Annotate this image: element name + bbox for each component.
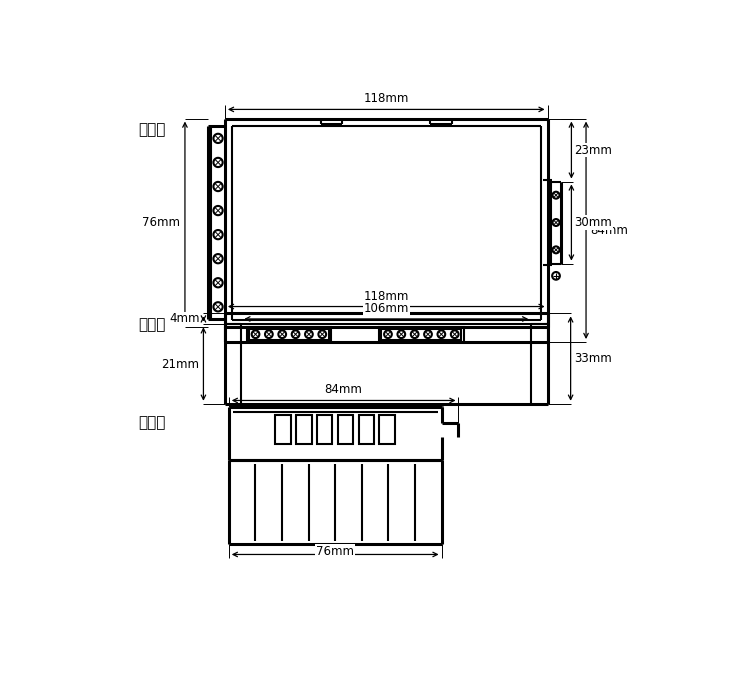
Text: 84mm: 84mm: [325, 383, 362, 396]
Text: 33mm: 33mm: [574, 352, 612, 365]
Text: 30mm: 30mm: [574, 216, 612, 229]
Bar: [358, 415, 374, 444]
Text: 118mm: 118mm: [364, 290, 409, 302]
Bar: [381, 329, 461, 340]
Bar: [247, 326, 332, 342]
Text: 侧视图: 侧视图: [138, 415, 165, 430]
Bar: [249, 329, 329, 340]
Bar: [379, 326, 464, 342]
Text: 背视图: 背视图: [138, 317, 165, 332]
Text: 4mm: 4mm: [169, 312, 200, 326]
Bar: [338, 415, 353, 444]
Text: 76mm: 76mm: [142, 216, 180, 229]
Text: 21mm: 21mm: [161, 358, 200, 370]
Bar: [380, 415, 394, 444]
Text: 84mm: 84mm: [590, 224, 628, 237]
Text: 106mm: 106mm: [364, 302, 409, 315]
Bar: [317, 415, 332, 444]
Bar: [275, 415, 291, 444]
Text: 23mm: 23mm: [574, 144, 612, 157]
Text: 俯视图: 俯视图: [138, 122, 165, 137]
Bar: [296, 415, 312, 444]
Text: 118mm: 118mm: [364, 92, 409, 105]
Text: 76mm: 76mm: [316, 545, 354, 557]
